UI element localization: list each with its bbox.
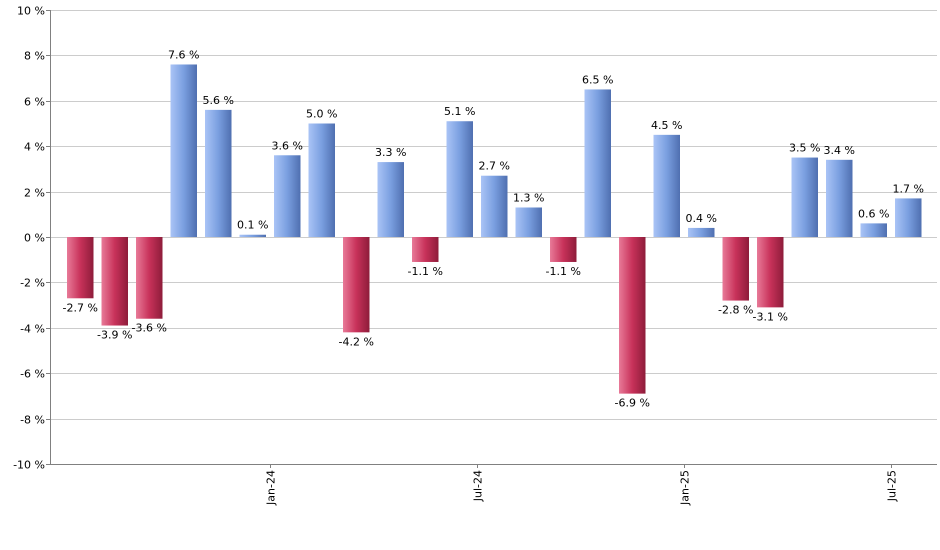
bars — [67, 64, 922, 394]
bar-value-label: 5.0 % — [306, 108, 337, 121]
x-tick-label: Jul-25 — [886, 470, 899, 502]
x-tick-label: Jul-24 — [472, 470, 485, 502]
y-tick-label: 6 % — [24, 96, 45, 109]
bar-value-label: 4.5 % — [651, 119, 682, 132]
bar — [205, 109, 232, 237]
bar — [688, 227, 715, 237]
bar — [136, 237, 163, 319]
bar-value-label: 2.7 % — [479, 160, 510, 173]
y-tick-label: -8 % — [20, 414, 45, 427]
bar-value-label: -2.7 % — [63, 301, 98, 314]
bar-value-label: -1.1 % — [546, 265, 581, 278]
bar-value-label: 0.1 % — [237, 219, 268, 232]
bar — [722, 237, 749, 301]
bar-value-label: 0.6 % — [858, 207, 889, 220]
bar-value-label: 1.7 % — [893, 182, 924, 195]
bar — [895, 198, 922, 237]
bar-value-label: 3.5 % — [789, 142, 820, 155]
bar — [170, 64, 197, 237]
bar — [308, 123, 335, 237]
bar — [757, 237, 784, 308]
bar-value-label: 3.3 % — [375, 146, 406, 159]
bar-value-label: -3.6 % — [132, 322, 167, 335]
bar — [101, 237, 128, 326]
bar — [481, 175, 508, 237]
bar-value-label: -1.1 % — [408, 265, 443, 278]
bar-value-label: 3.4 % — [824, 144, 855, 157]
x-axis-tick-labels: Jan-24 Jul-24 Jan-25 Jul-25 — [265, 470, 899, 506]
bar-value-label: -3.1 % — [753, 310, 788, 323]
y-tick-label: 0 % — [24, 232, 45, 245]
bar — [515, 207, 542, 237]
bar — [584, 89, 611, 237]
bar-value-label: 6.5 % — [582, 73, 613, 86]
y-tick-label: -2 % — [20, 277, 45, 290]
bar-data-labels: -2.7 % -3.9 %-3.6 % 7.6 % 5.6 % 0.1 % 3.6 % 5.… — [63, 48, 924, 409]
bar-value-label: 1.3 % — [513, 191, 544, 204]
bar — [791, 157, 818, 237]
x-tick-label: Jan-24 — [265, 470, 278, 506]
bar-value-label: 5.6 % — [203, 94, 234, 107]
bar — [343, 237, 370, 333]
bar — [826, 159, 853, 237]
y-tick-label: 4 % — [24, 141, 45, 154]
bar — [67, 237, 94, 299]
y-tick-label: 8 % — [24, 50, 45, 63]
bar — [274, 155, 301, 237]
bar-value-label: 7.6 % — [168, 48, 199, 61]
y-tick-label: -6 % — [20, 368, 45, 381]
y-tick-label: 10 % — [17, 5, 45, 18]
bar — [653, 134, 680, 237]
y-axis-tick-labels: 10 % 8 % 6 % 4 % 2 % 0 % -2 % -4 % -6 % -8 % -10 % — [13, 5, 45, 472]
bar — [412, 237, 439, 262]
y-tick-label: 2 % — [24, 187, 45, 200]
bar-value-label: 0.4 % — [686, 212, 717, 225]
axes — [46, 10, 937, 468]
bar — [446, 121, 473, 237]
bar — [860, 223, 887, 237]
bar-value-label: -4.2 % — [339, 335, 374, 348]
x-tick-label: Jan-25 — [679, 470, 692, 506]
bar — [550, 237, 577, 262]
y-tick-label: -4 % — [20, 323, 45, 336]
bar-value-label: 5.1 % — [444, 105, 475, 118]
y-tick-label: -10 % — [13, 459, 45, 472]
bar — [239, 234, 266, 237]
bar-value-label: -6.9 % — [615, 397, 650, 410]
bar — [619, 237, 646, 394]
bar-value-label: -3.9 % — [97, 329, 132, 342]
bar-value-label: 3.6 % — [272, 139, 303, 152]
bar-value-label: -2.8 % — [718, 304, 753, 317]
bar — [377, 162, 404, 237]
